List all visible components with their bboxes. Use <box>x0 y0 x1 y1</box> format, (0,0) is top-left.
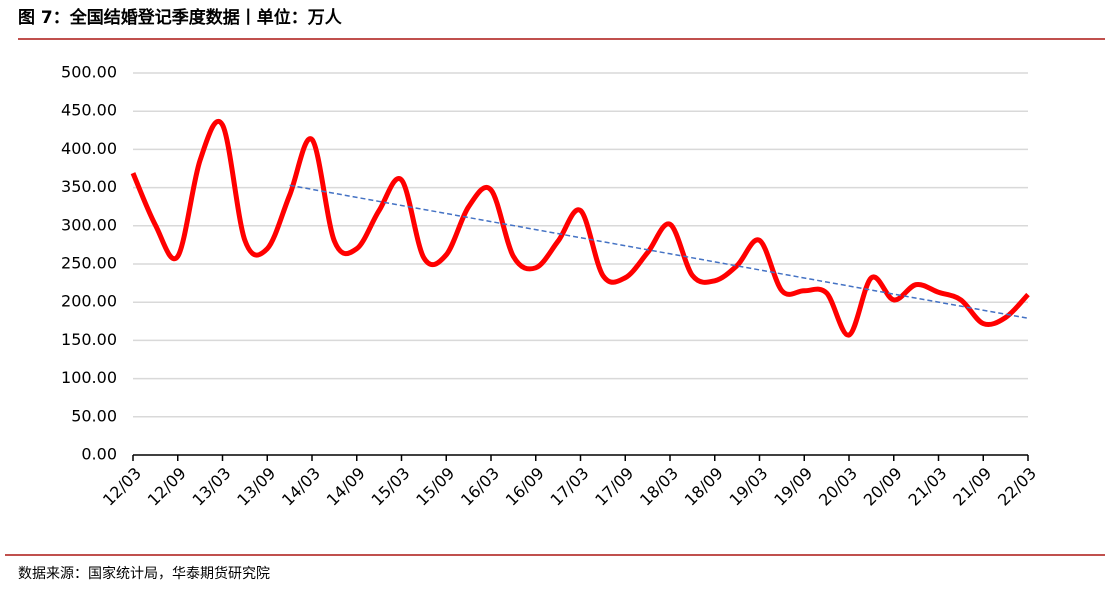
x-tick-label: 19/09 <box>770 464 816 510</box>
x-tick-label: 12/09 <box>144 464 190 510</box>
y-tick-label: 350.00 <box>61 177 117 196</box>
chart-title: 图 7：全国结婚登记季度数据丨单位：万人 <box>18 7 343 28</box>
x-tick-label: 21/09 <box>949 464 995 510</box>
y-tick-label: 50.00 <box>71 406 117 425</box>
x-tick-label: 14/03 <box>278 464 324 510</box>
x-tick-label: 16/03 <box>457 464 503 510</box>
trend-line <box>289 184 1029 319</box>
x-tick-label: 17/09 <box>591 464 637 510</box>
y-tick-label: 450.00 <box>61 101 117 120</box>
x-tick-label: 17/03 <box>546 464 592 510</box>
x-tick-label: 15/03 <box>367 464 413 510</box>
x-tick-label: 14/09 <box>323 464 369 510</box>
data-line <box>130 118 1030 338</box>
y-tick-label: 200.00 <box>61 292 117 311</box>
x-tick-label: 15/09 <box>412 464 458 510</box>
y-tick-label: 0.00 <box>81 445 117 464</box>
x-tick-label: 13/03 <box>188 464 234 510</box>
x-tick-label: 20/09 <box>860 464 906 510</box>
x-tick-label: 21/03 <box>904 464 950 510</box>
y-tick-label: 500.00 <box>61 63 117 82</box>
x-tick-label: 16/09 <box>502 464 548 510</box>
y-tick-label: 300.00 <box>61 215 117 234</box>
source: 数据来源：国家统计局，华泰期货研究院 <box>18 565 270 582</box>
x-tick-label: 22/03 <box>994 464 1040 510</box>
y-tick-label: 250.00 <box>61 254 117 273</box>
x-tick-label: 12/03 <box>99 464 145 510</box>
x-tick-label: 18/03 <box>636 464 682 510</box>
x-tick-label: 20/03 <box>815 464 861 510</box>
y-tick-label: 400.00 <box>61 139 117 158</box>
x-tick-label: 19/03 <box>725 464 771 510</box>
x-tick-label: 13/09 <box>233 464 279 510</box>
x-tick-label: 18/09 <box>681 464 727 510</box>
y-tick-label: 100.00 <box>61 368 117 387</box>
y-tick-label: 150.00 <box>61 330 117 349</box>
